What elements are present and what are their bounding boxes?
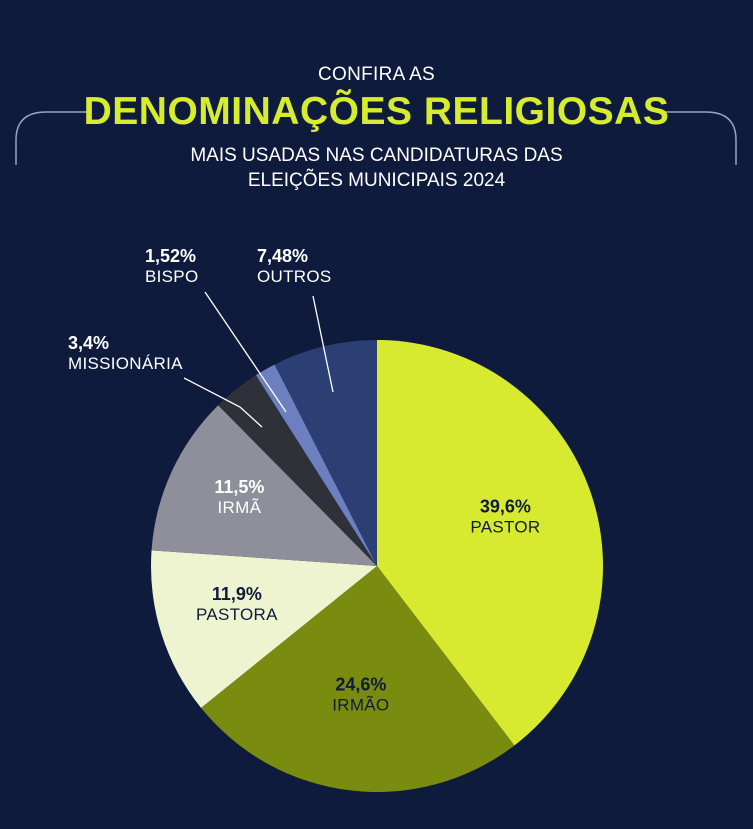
pie-slice-irmã [151, 405, 377, 566]
header-line1: CONFIRA AS [317, 64, 436, 85]
page-title: DENOMINAÇÕES RELIGIOSAS [83, 90, 670, 133]
leader-line-missionária [183, 377, 263, 428]
pie-slice-pastora [151, 550, 377, 708]
value-label-outros: 7,48% [257, 246, 308, 266]
pie-slice-outros [274, 340, 377, 566]
value-label-irmã: 11,5% [214, 477, 264, 497]
category-label-irmã: IRMÃ [218, 498, 262, 517]
leader-line-bispo [204, 291, 287, 413]
value-label-pastora: 11,9% [212, 584, 262, 604]
category-label-missionária: MISSIONÁRIA [68, 354, 183, 373]
value-label-missionária: 3,4% [68, 333, 109, 353]
value-label-irmão: 24,6% [335, 675, 386, 695]
header-line4: ELEIÇÕES MUNICIPAIS 2024 [247, 170, 506, 191]
value-label-bispo: 1,52% [145, 246, 196, 266]
pie-slice-pastor [377, 340, 603, 746]
pie-slice-irmão [201, 566, 515, 793]
category-label-pastora: PASTORA [196, 605, 278, 624]
category-label-outros: OUTROS [257, 267, 332, 286]
header-line3: MAIS USADAS NAS CANDIDATURAS DAS [190, 145, 563, 166]
category-label-bispo: BISPO [145, 267, 198, 286]
pie-slice-bispo [255, 364, 377, 566]
category-label-irmão: IRMÃO [332, 696, 389, 715]
value-label-pastor: 39,6% [480, 496, 531, 516]
leader-line-outros [312, 295, 334, 393]
category-label-pastor: PASTOR [470, 517, 540, 536]
